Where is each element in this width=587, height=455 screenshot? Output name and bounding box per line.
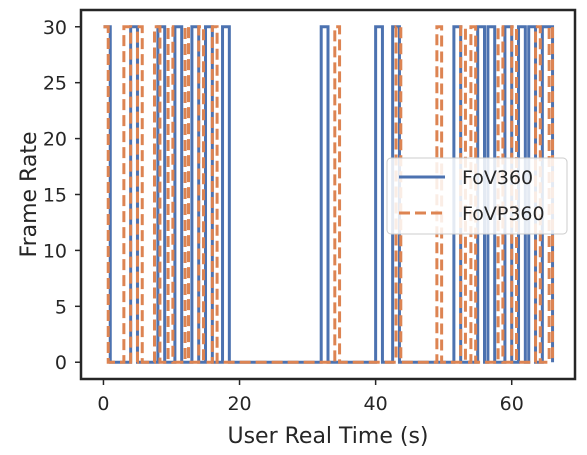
x-axis-label: User Real Time (s) <box>227 424 428 449</box>
x-tick-label: 60 <box>500 393 524 415</box>
x-tick-label: 0 <box>97 393 109 415</box>
y-tick-label: 5 <box>55 296 67 318</box>
legend-label-fovp360: FoVP360 <box>462 203 545 225</box>
y-tick-label: 20 <box>43 129 67 151</box>
x-tick-label: 20 <box>227 393 251 415</box>
x-tick-label: 40 <box>364 393 388 415</box>
y-tick-label: 0 <box>55 352 67 374</box>
y-tick-label: 25 <box>43 73 67 95</box>
series-line-fovp360 <box>103 25 555 364</box>
y-tick-label: 15 <box>43 185 67 207</box>
plot-frame <box>79 8 577 381</box>
x-axis: 0 20 40 60 <box>97 379 524 415</box>
y-axis-label: Frame Rate <box>17 132 42 258</box>
series-layer <box>103 25 555 364</box>
legend-label-fov360: FoV360 <box>462 167 533 189</box>
y-tick-label: 30 <box>43 17 67 39</box>
y-axis: 0 5 10 15 20 25 30 <box>43 17 81 374</box>
legend: FoV360 FoVP360 <box>386 157 568 235</box>
y-tick-label: 10 <box>43 240 67 262</box>
